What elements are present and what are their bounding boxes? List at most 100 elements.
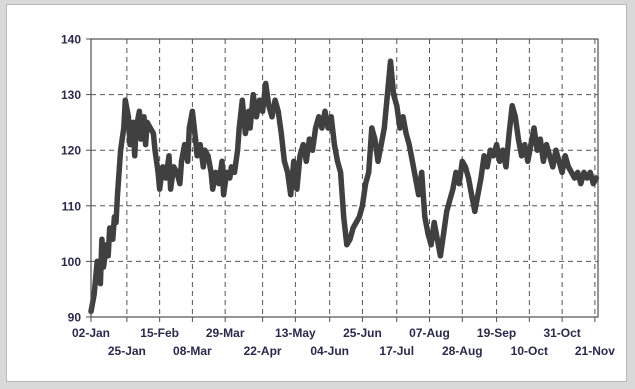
data-point (363, 181, 369, 187)
data-point (166, 153, 172, 159)
data-point (157, 186, 163, 192)
data-point (239, 97, 245, 103)
data-point (171, 164, 177, 170)
data-point (221, 192, 227, 198)
data-point (422, 214, 428, 220)
data-point (110, 236, 116, 242)
data-point (105, 253, 111, 259)
data-point (481, 153, 487, 159)
data-point (540, 158, 547, 164)
data-point (133, 125, 139, 131)
data-point (366, 169, 372, 175)
data-point (219, 158, 225, 164)
data-point (138, 136, 144, 142)
data-point (194, 153, 200, 159)
data-point (587, 169, 593, 175)
data-point (409, 158, 415, 164)
data-point (356, 214, 362, 220)
data-point (200, 164, 206, 170)
x-tick-label: 04-Jun (310, 344, 349, 358)
data-point (575, 169, 581, 175)
data-point (125, 114, 131, 120)
y-axis: 90 100 110 120 130 140 (61, 33, 91, 325)
data-point (512, 114, 518, 120)
x-tick-label: 21-Nov (575, 344, 615, 358)
data-point (568, 169, 575, 175)
x-tick-label: 19-Sep (477, 326, 516, 340)
data-point (160, 164, 166, 170)
data-point (118, 147, 124, 153)
data-point (500, 147, 506, 153)
data-point (236, 125, 242, 131)
data-point (509, 103, 515, 109)
data-point (322, 108, 328, 114)
data-point (328, 114, 334, 120)
data-point (400, 114, 406, 120)
data-point (316, 114, 322, 120)
data-point (519, 153, 525, 159)
data-point (152, 147, 158, 153)
data-point (387, 58, 394, 64)
data-point (472, 208, 478, 214)
data-point (163, 175, 169, 181)
x-tick-label: 13-May (275, 326, 316, 340)
data-point (490, 153, 497, 159)
data-point (487, 147, 493, 153)
data-point (403, 130, 409, 137)
data-point (141, 114, 147, 120)
data-point (584, 175, 590, 181)
data-point (121, 125, 127, 131)
data-point (350, 225, 356, 231)
data-point (150, 130, 156, 137)
data-point (353, 219, 359, 226)
data-point (462, 164, 468, 170)
data-point (297, 153, 303, 159)
data-point (590, 181, 596, 187)
data-point (127, 142, 133, 148)
data-point (391, 92, 397, 98)
data-point (459, 158, 465, 164)
data-point (578, 181, 584, 187)
data-point (192, 136, 199, 142)
data-point (147, 125, 153, 131)
data-point (562, 153, 568, 159)
data-point (397, 125, 403, 131)
data-point (300, 142, 306, 148)
data-point (556, 158, 562, 164)
data-point (325, 125, 331, 131)
data-point (375, 158, 381, 164)
data-point (144, 119, 150, 125)
data-point (281, 158, 287, 164)
x-tick-label: 15-Feb (140, 326, 179, 340)
data-point (506, 130, 512, 137)
data-point (272, 97, 278, 103)
x-tick-label: 25-Jan (108, 344, 146, 358)
data-point (266, 103, 272, 109)
data-point (202, 147, 208, 153)
x-tick-label: 07-Aug (409, 326, 450, 340)
data-point (425, 231, 431, 237)
data-point (275, 108, 281, 114)
data-point (291, 158, 297, 164)
line-chart: 90 100 110 120 130 140 02-Jan 25-Jan 15-Feb 08-M… (61, 33, 615, 359)
data-point (428, 242, 434, 248)
data-point (347, 236, 353, 242)
data-point (565, 164, 572, 170)
data-point (334, 158, 341, 164)
data-point (412, 175, 419, 181)
data-point (213, 169, 219, 175)
data-point (303, 158, 309, 164)
data-point (478, 175, 484, 181)
data-point (205, 153, 211, 159)
data-point (456, 181, 462, 187)
data-point (416, 192, 422, 198)
data-point (447, 197, 453, 203)
data-point (543, 142, 550, 148)
data-point (177, 181, 183, 187)
x-tick-label: 17-Jul (379, 344, 414, 358)
data-point (531, 125, 537, 131)
data-point (227, 175, 233, 181)
data-point (107, 225, 113, 231)
y-tick-label: 90 (68, 311, 82, 325)
data-point (178, 158, 185, 164)
